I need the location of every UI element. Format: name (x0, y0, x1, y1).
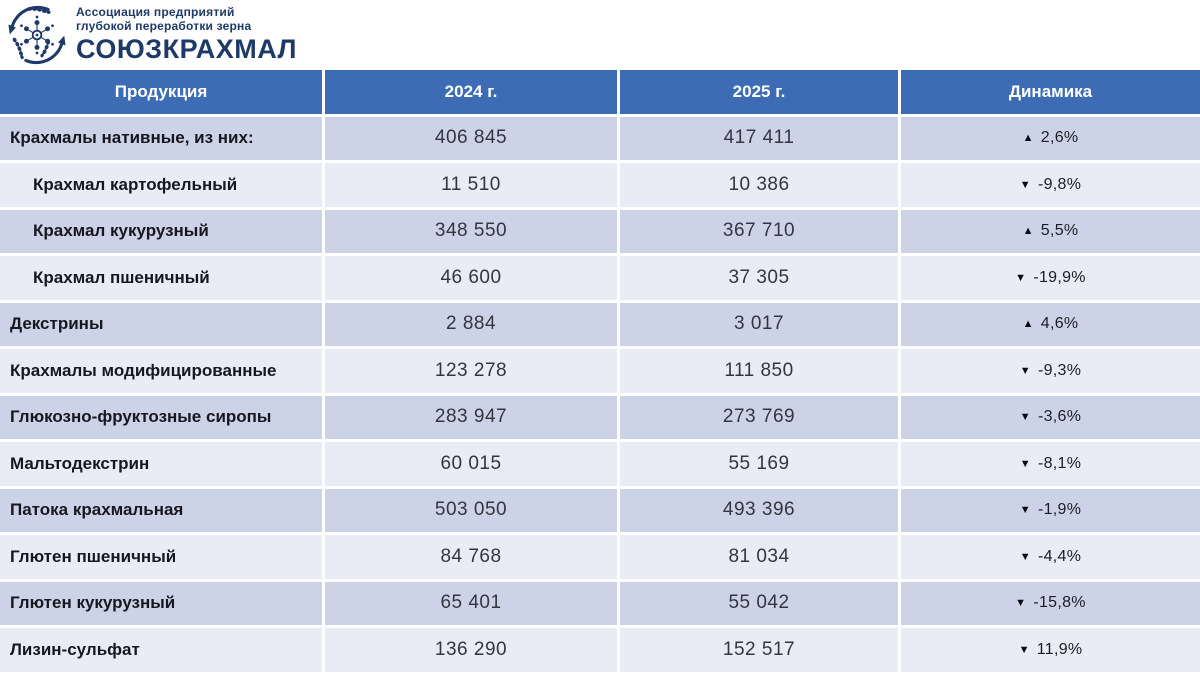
trend-arrow-icon: ▼ (1019, 550, 1031, 563)
trend-arrow-icon: ▼ (1015, 271, 1027, 284)
table-row: Патока крахмальная 503 050 493 396 ▼ -1,9… (0, 488, 1200, 532)
trend-arrow-icon: ▼ (1019, 411, 1031, 424)
dynamics-percent: 11,9% (1036, 640, 1083, 658)
value-2024: 11 510 (325, 163, 617, 207)
value-2025: 152 517 (620, 628, 898, 672)
value-2025: 55 042 (620, 581, 898, 625)
product-label: Глютен кукурузный (0, 581, 322, 625)
table-row: Крахмал картофельный 11 510 10 386 ▼ -9,8… (0, 163, 1200, 207)
value-2025: 3 017 (620, 302, 898, 346)
brand-name: СОЮЗКРАХМАЛ (76, 34, 297, 64)
molecule-wheat-cycle-icon (8, 5, 66, 65)
product-label: Крахмал кукурузный (0, 209, 322, 253)
trend-arrow-icon: ▲ (1022, 225, 1034, 238)
value-2025: 493 396 (620, 488, 898, 532)
table-row: Крахмалы модифицированные 123 278 111 85… (0, 349, 1200, 393)
trend-arrow-icon: ▼ (1018, 643, 1030, 656)
product-label: Крахмал пшеничный (0, 256, 322, 300)
table-row: Глюкозно-фруктозные сиропы 283 947 273 7… (0, 395, 1200, 439)
dynamics-percent: -9,8% (1037, 175, 1082, 193)
dynamics-percent: -15,8% (1033, 594, 1086, 612)
value-2024: 60 015 (325, 442, 617, 486)
trend-arrow-icon: ▼ (1019, 457, 1031, 470)
logo-text: Ассоциация предприятий глубокой перерабо… (76, 5, 297, 65)
value-2025: 81 034 (620, 535, 898, 579)
header-2024: 2024 г. (325, 70, 617, 114)
header-dynamics: Динамика (901, 70, 1200, 114)
trend-arrow-icon: ▲ (1022, 132, 1034, 145)
value-2024: 136 290 (325, 628, 617, 672)
trend-arrow-icon: ▼ (1015, 597, 1027, 610)
value-2024: 46 600 (325, 256, 617, 300)
association-line2: глубокой переработки зерна (76, 19, 252, 33)
value-2025: 37 305 (620, 256, 898, 300)
table-row: Глютен кукурузный 65 401 55 042 ▼ -15,8% (0, 581, 1200, 625)
dynamics-value: ▼ -19,9% (901, 256, 1200, 300)
product-label: Глютен пшеничный (0, 535, 322, 579)
dynamics-percent: -1,9% (1037, 501, 1082, 519)
trend-arrow-icon: ▼ (1019, 178, 1031, 191)
table-row: Крахмал кукурузный 348 550 367 710 ▲ 5,5% (0, 209, 1200, 253)
dynamics-percent: -8,1% (1037, 454, 1082, 472)
product-label: Крахмалы модифицированные (0, 349, 322, 393)
table-row: Декстрины 2 884 3 017 ▲ 4,6% (0, 302, 1200, 346)
dynamics-percent: -3,6% (1037, 408, 1082, 426)
dynamics-value: ▼ -3,6% (901, 395, 1200, 439)
table-row: Мальтодекстрин 60 015 55 169 ▼ -8,1% (0, 442, 1200, 486)
product-label: Патока крахмальная (0, 488, 322, 532)
table-row: Крахмал пшеничный 46 600 37 305 ▼ -19,9% (0, 256, 1200, 300)
dynamics-value: ▼ -4,4% (901, 535, 1200, 579)
product-label: Крахмал картофельный (0, 163, 322, 207)
value-2025: 10 386 (620, 163, 898, 207)
dynamics-percent: -4,4% (1037, 547, 1082, 565)
value-2024: 348 550 (325, 209, 617, 253)
product-label: Глюкозно-фруктозные сиропы (0, 395, 322, 439)
logo: Ассоциация предприятий глубокой перерабо… (6, 4, 297, 66)
dynamics-value: ▲ 4,6% (901, 302, 1200, 346)
product-label: Мальтодекстрин (0, 442, 322, 486)
table-header-row: Продукция 2024 г. 2025 г. Динамика (0, 70, 1200, 114)
dynamics-percent: -19,9% (1033, 268, 1086, 286)
product-label: Крахмалы нативные, из них: (0, 116, 322, 160)
table-row: Крахмалы нативные, из них: 406 845 417 4… (0, 116, 1200, 160)
value-2024: 2 884 (325, 302, 617, 346)
dynamics-percent: 4,6% (1040, 315, 1079, 333)
trend-arrow-icon: ▼ (1019, 364, 1031, 377)
production-table: Продукция 2024 г. 2025 г. Динамика Крахм… (0, 70, 1200, 675)
association-line1: Ассоциация предприятий (76, 5, 235, 19)
header-2025: 2025 г. (620, 70, 898, 114)
value-2025: 417 411 (620, 116, 898, 160)
value-2025: 273 769 (620, 395, 898, 439)
dynamics-percent: 2,6% (1040, 129, 1079, 147)
dynamics-value: ▲ 2,6% (901, 116, 1200, 160)
dynamics-percent: 5,5% (1040, 222, 1079, 240)
product-label: Декстрины (0, 302, 322, 346)
value-2024: 84 768 (325, 535, 617, 579)
dynamics-value: ▲ 5,5% (901, 209, 1200, 253)
header-product: Продукция (0, 70, 322, 114)
table-row: Лизин-сульфат 136 290 152 517 ▼ 11,9% (0, 628, 1200, 672)
value-2024: 283 947 (325, 395, 617, 439)
value-2025: 367 710 (620, 209, 898, 253)
dynamics-value: ▼ -15,8% (901, 581, 1200, 625)
dynamics-value: ▼ 11,9% (901, 628, 1200, 672)
dynamics-percent: -9,3% (1037, 361, 1082, 379)
table-row: Глютен пшеничный 84 768 81 034 ▼ -4,4% (0, 535, 1200, 579)
dynamics-value: ▼ -9,3% (901, 349, 1200, 393)
trend-arrow-icon: ▲ (1022, 318, 1034, 331)
value-2024: 65 401 (325, 581, 617, 625)
trend-arrow-icon: ▼ (1019, 504, 1031, 517)
dynamics-value: ▼ -1,9% (901, 488, 1200, 532)
value-2025: 55 169 (620, 442, 898, 486)
value-2024: 503 050 (325, 488, 617, 532)
dynamics-value: ▼ -9,8% (901, 163, 1200, 207)
product-label: Лизин-сульфат (0, 628, 322, 672)
value-2024: 406 845 (325, 116, 617, 160)
value-2024: 123 278 (325, 349, 617, 393)
dynamics-value: ▼ -8,1% (901, 442, 1200, 486)
value-2025: 111 850 (620, 349, 898, 393)
